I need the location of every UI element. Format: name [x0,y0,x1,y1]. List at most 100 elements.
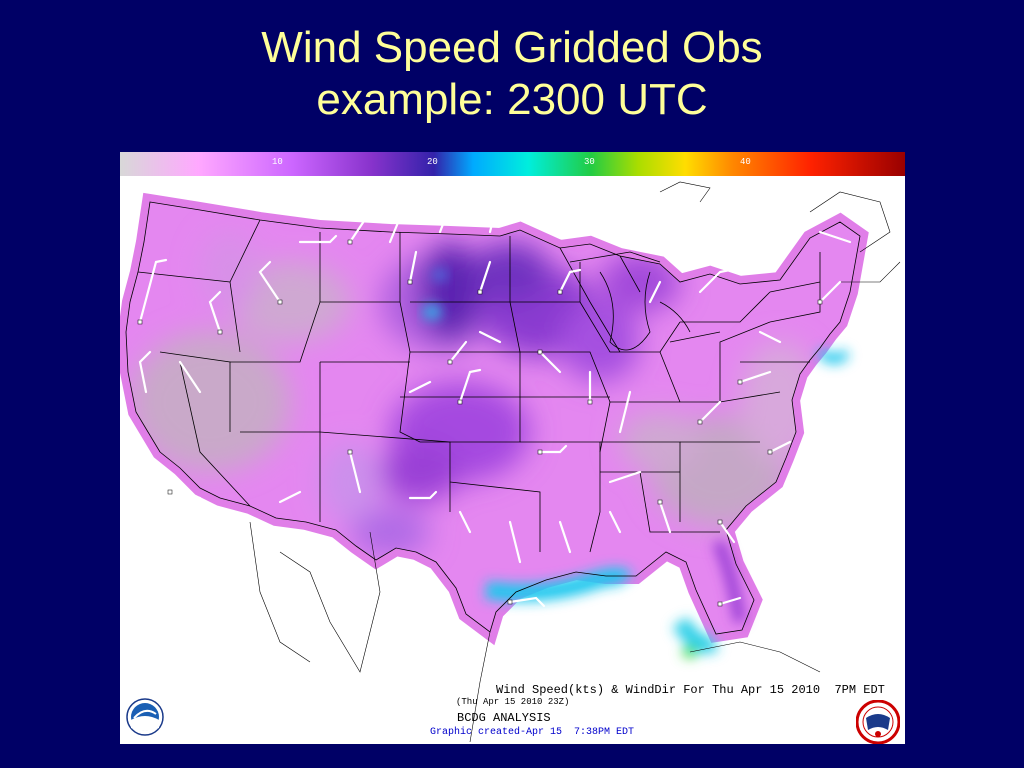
wind-barb [608,470,642,484]
wind-barb [438,202,462,234]
calm-zone [320,442,380,522]
lake-superior [569,251,661,263]
station-marker [537,349,543,355]
stations [137,239,823,607]
calm-zone [130,332,290,472]
state-border [179,361,251,507]
moderate-zone [350,507,430,557]
florida-band [672,616,720,654]
station-marker [507,599,513,605]
colorbar [120,152,905,176]
moderate-zone [200,232,260,312]
wind-barb [658,500,672,534]
wind-barb [208,290,222,334]
station-marker [137,319,143,325]
station-marker [817,299,823,305]
station-marker [457,399,463,405]
wind-speed-map [120,176,905,744]
title-line-2: example: 2300 UTC [316,75,708,124]
station-marker [737,379,743,385]
station-marker [767,449,773,455]
state-border [659,351,681,403]
wind-barb [168,490,202,500]
state-border [229,219,261,283]
gulf-coast-band [484,567,634,602]
station-marker [347,239,353,245]
station-marker [717,601,723,607]
wind-barb [478,330,502,344]
state-border [619,255,641,293]
moderate-zone [560,302,640,382]
caption-title: Wind Speed(kts) & WindDir For Thu Apr 15… [496,683,885,697]
station-marker [587,399,593,405]
wind-barb [508,596,546,608]
caption-analysis: BCDG ANALYSIS [457,711,551,725]
canada-east-coast [809,191,891,253]
station-marker [347,449,353,455]
station-marker [217,329,223,335]
moderate-zone [600,252,680,312]
strong-zone [420,242,480,342]
wind-barb [448,340,468,364]
state-border [680,291,771,323]
coastal-bands [484,348,851,658]
station-marker [447,359,453,365]
noaa-logo [126,698,164,736]
colorbar-tick-label: 20 [427,157,438,167]
wind-barb [698,268,732,294]
mexico-coast [279,531,381,673]
nws-logo [856,700,900,744]
wind-barb [388,202,412,244]
wind-barb [618,390,632,434]
wind-barb [558,520,572,554]
wind-barb [408,380,432,394]
wind-barb [348,450,362,494]
mexico-gulf-coast [469,631,491,743]
station-marker [277,299,283,305]
wind-barb [608,510,622,534]
state-border [579,301,681,353]
wind-barb [758,330,782,344]
nova-scotia [840,261,901,283]
map-panel: 10 20 30 40 [120,152,905,744]
high-speed-spot [432,269,448,281]
station-marker [537,449,543,455]
state-border [719,321,771,402]
station-marker [477,289,483,295]
moderate-zone [380,442,460,502]
wind-barb [738,370,772,384]
baja-coast [249,521,311,663]
state-border [639,471,720,533]
wind-barb [538,350,562,374]
state-border [230,301,400,363]
caption-timestamp: (Thu Apr 15 2010 23Z) [456,697,570,707]
wind-barb [488,204,508,234]
wind-barb [818,280,842,304]
state-border [449,481,541,552]
wind-barb [298,234,338,244]
station-marker [717,519,723,525]
station-marker [407,279,413,285]
lake-michigan [599,271,651,351]
colorbar-gradient [120,152,905,176]
slide-title: Wind Speed Gridded Obs example: 2300 UTC [0,22,1024,126]
state-border [769,252,821,323]
wind-barb [408,250,418,284]
colorbar-tick-label: 40 [740,157,751,167]
colorbar-tick-label: 30 [584,157,595,167]
station-marker [167,489,173,495]
wind-barb [718,596,742,606]
title-line-1: Wind Speed Gridded Obs [261,23,763,72]
wind-barb [508,520,522,564]
wind-barb [138,350,152,394]
northeast-band [816,348,851,364]
high-speed-spot [422,304,442,320]
wind-barb [538,444,568,454]
state-border [520,441,601,553]
hudson-bay-edge [659,181,711,203]
caption-created: Graphic created-Apr 15 7:38PM EDT [430,727,635,738]
wind-barb [818,230,852,244]
lake-huron [659,301,691,333]
lake-erie [669,331,721,343]
atlantic-band [712,539,746,623]
